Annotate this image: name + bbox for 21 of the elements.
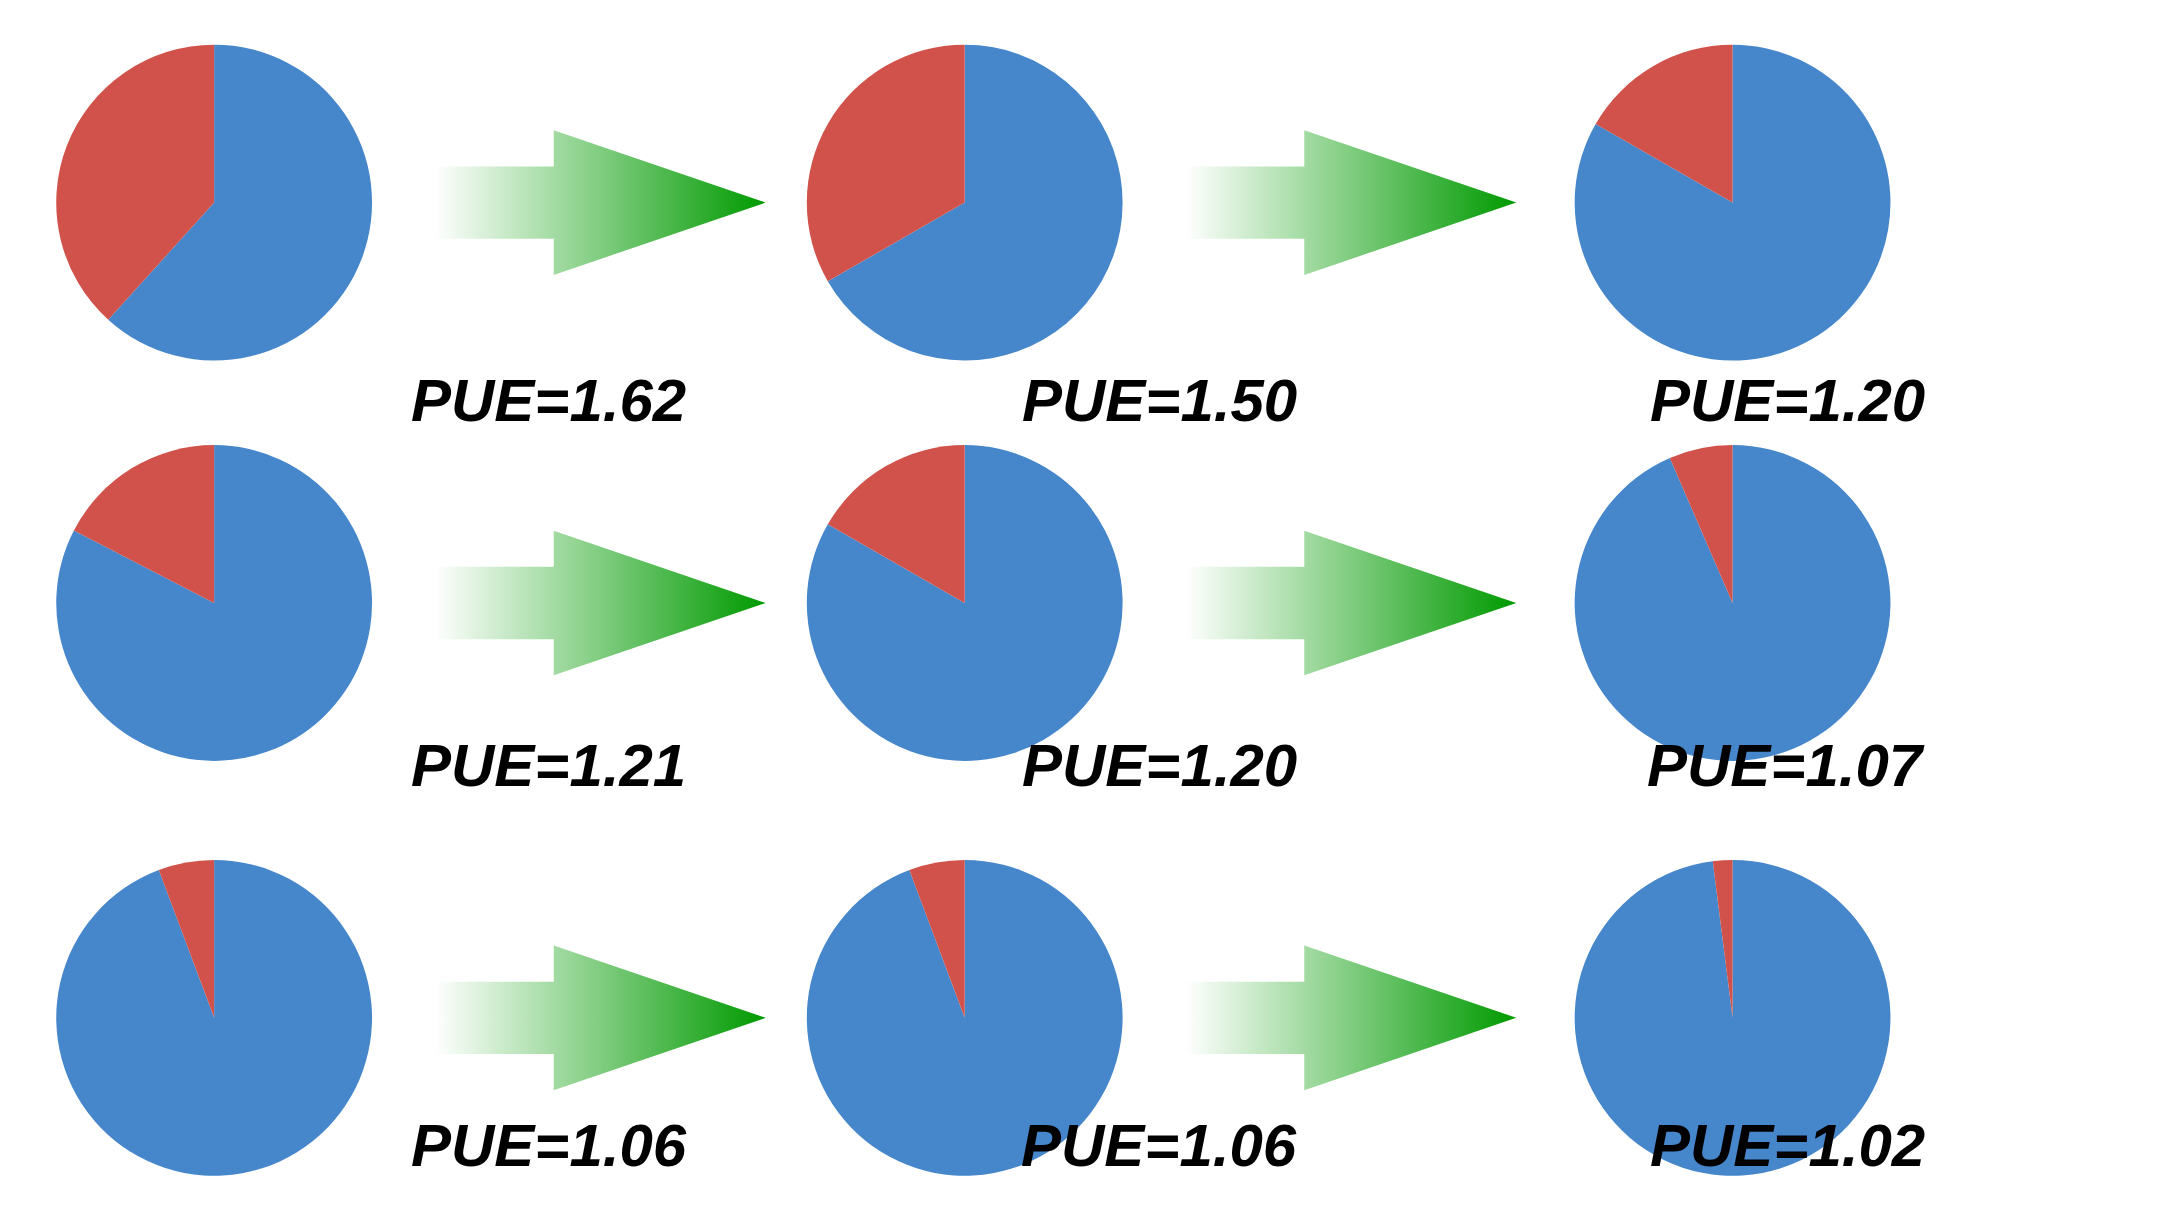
pie-slice [108, 44, 372, 361]
text: PUE=1.20 [1650, 367, 1926, 434]
pie-slice [56, 859, 372, 1176]
text: PUE=1.06 [411, 1112, 687, 1179]
pie-slice [56, 44, 215, 320]
pie-slice [1669, 445, 1733, 603]
text: PUE=1.21 [411, 732, 687, 799]
pie-slice [1595, 44, 1733, 203]
pie-slice [909, 859, 965, 1018]
pie-slice [73, 445, 215, 603]
pie-slice [827, 44, 1123, 361]
text: PUE=1.50 [1022, 367, 1298, 434]
text: PUE=1.20 [1022, 732, 1298, 799]
pie-slice [827, 445, 965, 603]
text: PUE=1.07 [1647, 732, 1925, 799]
pie-slice [56, 445, 373, 761]
text: PUE=1.62 [411, 367, 687, 434]
pie-slice [1574, 44, 1891, 361]
pie-slice [1712, 859, 1733, 1018]
pie-slice [158, 859, 215, 1018]
pie-slice [806, 44, 965, 282]
